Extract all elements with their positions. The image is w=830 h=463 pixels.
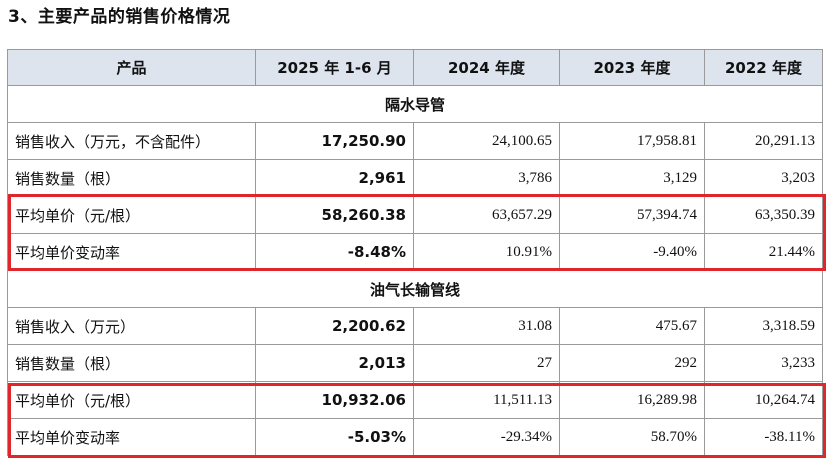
cell-2023: 3,129	[559, 159, 705, 197]
row-label: 平均单价（元/根）	[7, 381, 256, 419]
cell-2023: 17,958.81	[559, 122, 705, 160]
cell-2024: 63,657.29	[413, 196, 560, 234]
row-label: 销售收入（万元，不含配件）	[7, 122, 256, 160]
col-header-product: 产品	[7, 49, 256, 86]
cell-2022: 21.44%	[704, 233, 823, 271]
cell-2023: 16,289.98	[559, 381, 705, 419]
cell-2022: 20,291.13	[704, 122, 823, 160]
cell-2023: 57,394.74	[559, 196, 705, 234]
section-row: 油气长输管线	[7, 270, 823, 308]
cell-2025h1: 58,260.38	[255, 196, 414, 234]
cell-2022: 3,318.59	[704, 307, 823, 345]
cell-2023: -9.40%	[559, 233, 705, 271]
col-header-2023: 2023 年度	[559, 49, 705, 86]
cell-2023: 292	[559, 344, 705, 382]
cell-2024: 11,511.13	[413, 381, 560, 419]
cell-2024: 31.08	[413, 307, 560, 345]
cell-2025h1: 17,250.90	[255, 122, 414, 160]
row-label: 销售数量（根）	[7, 159, 256, 197]
section-row: 隔水导管	[7, 85, 823, 123]
row-label: 平均单价变动率	[7, 418, 256, 456]
cell-2022: -38.11%	[704, 418, 823, 456]
cell-2022: 3,203	[704, 159, 823, 197]
cell-2022: 63,350.39	[704, 196, 823, 234]
cell-2024: 27	[413, 344, 560, 382]
cell-2022: 3,233	[704, 344, 823, 382]
table-row: 销售数量（根） 2,013 27 292 3,233	[7, 344, 823, 382]
table-row: 平均单价变动率 -5.03% -29.34% 58.70% -38.11%	[7, 418, 823, 456]
cell-2024: 3,786	[413, 159, 560, 197]
price-table: 产品 2025 年 1-6 月 2024 年度 2023 年度 2022 年度 …	[7, 49, 823, 456]
cell-2024: 24,100.65	[413, 122, 560, 160]
cell-2025h1: 2,200.62	[255, 307, 414, 345]
row-label: 销售收入（万元）	[7, 307, 256, 345]
row-label: 平均单价变动率	[7, 233, 256, 271]
table-row: 平均单价（元/根） 10,932.06 11,511.13 16,289.98 …	[7, 381, 823, 419]
col-header-2022: 2022 年度	[704, 49, 823, 86]
cell-2024: 10.91%	[413, 233, 560, 271]
section-title-riser-pipe: 隔水导管	[7, 85, 823, 123]
table-row: 销售收入（万元） 2,200.62 31.08 475.67 3,318.59	[7, 307, 823, 345]
table-row: 销售收入（万元，不含配件） 17,250.90 24,100.65 17,958…	[7, 122, 823, 160]
cell-2025h1: -8.48%	[255, 233, 414, 271]
table-row: 平均单价（元/根） 58,260.38 63,657.29 57,394.74 …	[7, 196, 823, 234]
cell-2025h1: 2,013	[255, 344, 414, 382]
cell-2023: 475.67	[559, 307, 705, 345]
cell-2025h1: 2,961	[255, 159, 414, 197]
cell-2025h1: 10,932.06	[255, 381, 414, 419]
section-heading: 3、主要产品的销售价格情况	[8, 7, 231, 27]
row-label: 平均单价（元/根）	[7, 196, 256, 234]
col-header-2025h1: 2025 年 1-6 月	[255, 49, 414, 86]
col-header-2024: 2024 年度	[413, 49, 560, 86]
header-row: 产品 2025 年 1-6 月 2024 年度 2023 年度 2022 年度	[7, 49, 823, 86]
cell-2025h1: -5.03%	[255, 418, 414, 456]
section-title-pipeline: 油气长输管线	[7, 270, 823, 308]
row-label: 销售数量（根）	[7, 344, 256, 382]
cell-2024: -29.34%	[413, 418, 560, 456]
table-row: 销售数量（根） 2,961 3,786 3,129 3,203	[7, 159, 823, 197]
cell-2023: 58.70%	[559, 418, 705, 456]
table-row: 平均单价变动率 -8.48% 10.91% -9.40% 21.44%	[7, 233, 823, 271]
cell-2022: 10,264.74	[704, 381, 823, 419]
